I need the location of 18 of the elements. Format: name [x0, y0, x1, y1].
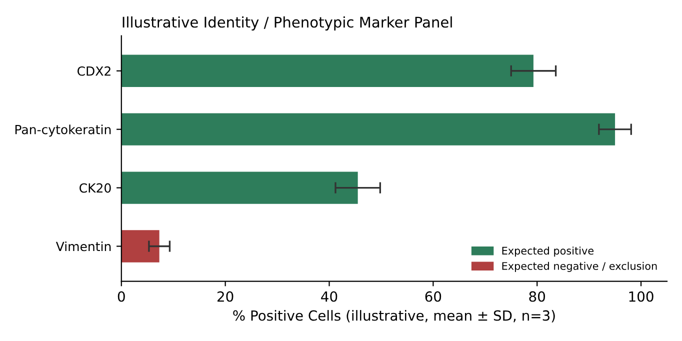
- x-tick-label: 20: [218, 291, 234, 302]
- x-tick-label: 80: [529, 291, 546, 302]
- y-tick-label: CDX2: [78, 66, 110, 76]
- x-axis-title: % Positive Cells (illustrative, mean ± SD, n=3): [233, 310, 555, 322]
- x-tick-label: 40: [321, 291, 338, 302]
- bar: [121, 230, 160, 262]
- bar: [121, 172, 358, 204]
- legend-label: Expected positive: [502, 246, 594, 257]
- y-tick-label: CK20: [80, 183, 111, 193]
- bar: [121, 113, 616, 146]
- x-tick-label: 60: [425, 291, 442, 302]
- bar: [121, 54, 534, 87]
- chart-title: Illustrative Identity / Phenotypic Marker Panel: [122, 16, 452, 31]
- y-tick-label: Pan-cytokeratin: [15, 124, 111, 137]
- x-tick-label: 100: [629, 291, 654, 302]
- y-tick-label: Vimentin: [56, 242, 111, 252]
- x-tick-label: 0: [118, 291, 125, 302]
- legend-label: Expected negative / exclusion: [502, 262, 657, 272]
